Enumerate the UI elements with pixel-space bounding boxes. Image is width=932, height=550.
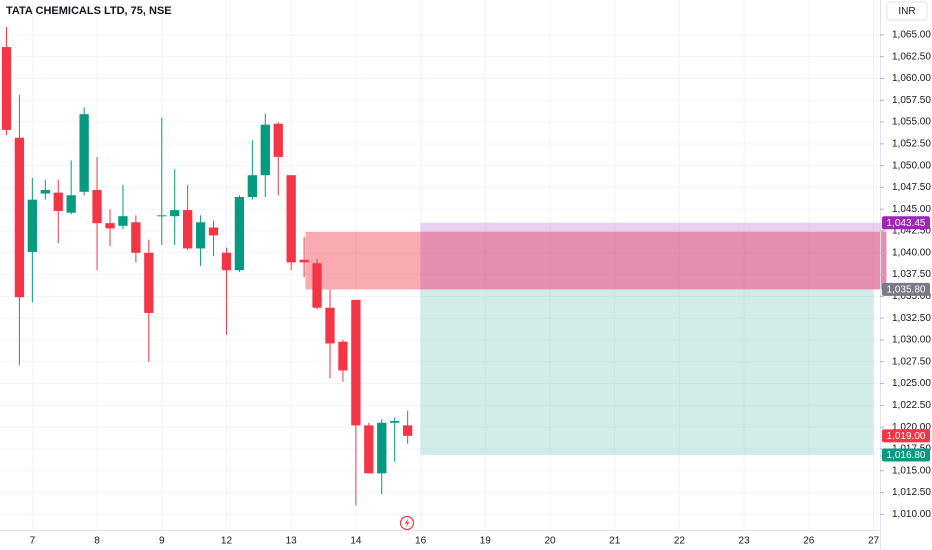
y-tick-label: 1,065.00	[892, 30, 931, 41]
price-label: 1,019.00	[887, 431, 926, 442]
plot-area	[0, 0, 887, 530]
candle-body	[27, 199, 38, 252]
x-tick-label: 9	[159, 536, 165, 547]
x-tick-label: 7	[30, 536, 36, 547]
replay-icon[interactable]	[399, 515, 415, 531]
candle-body	[351, 299, 361, 426]
candle-body	[66, 195, 76, 213]
y-tick-label: 1,035.00	[892, 291, 931, 302]
candle-body	[40, 190, 50, 194]
x-tick-label: 14	[350, 536, 362, 547]
x-tick-label: 19	[480, 536, 492, 547]
price-label: 1,016.80	[887, 450, 926, 461]
y-tick-label: 1,030.00	[892, 335, 931, 346]
currency-box[interactable]	[886, 1, 928, 21]
y-tick-label: 1,057.50	[892, 95, 931, 106]
candle-body	[299, 259, 309, 263]
position-zone	[420, 222, 887, 290]
price-label-box	[882, 429, 930, 443]
y-tick-label: 1,062.50	[892, 51, 931, 62]
price-label: 1,035.80	[887, 285, 926, 296]
currency[interactable]: INR	[898, 6, 915, 17]
candle-body	[208, 227, 219, 236]
candle-body	[14, 137, 25, 298]
y-tick-label: 1,027.50	[892, 356, 931, 367]
candle-body	[312, 263, 322, 308]
candle-body	[79, 114, 89, 192]
x-tick-label: 21	[609, 536, 621, 547]
x-tick-label: 20	[544, 536, 556, 547]
candle-body	[402, 425, 413, 436]
price-label-box	[882, 282, 930, 296]
candle-body	[247, 175, 258, 198]
candle-body	[1, 47, 12, 130]
candle-body	[92, 190, 102, 224]
x-tick-label: 13	[286, 536, 298, 547]
y-tick-label: 1,045.00	[892, 204, 931, 215]
candle-body	[377, 422, 387, 474]
candle-body	[144, 252, 154, 313]
y-tick-label: 1,025.00	[892, 378, 931, 389]
x-tick-label: 12	[221, 536, 233, 547]
position-zone	[305, 231, 887, 290]
candle-body	[390, 421, 400, 423]
candle-body	[286, 175, 296, 263]
candle-body	[325, 307, 335, 344]
candle-body	[338, 341, 348, 371]
y-tick-label: 1,055.00	[892, 117, 931, 128]
price-label: 1,043.45	[887, 218, 926, 229]
chart-title: TATA CHEMICALS LTD, 75, NSE	[6, 5, 172, 17]
x-tick-label: 23	[739, 536, 751, 547]
y-tick-label: 1,040.00	[892, 247, 931, 258]
y-tick-label: 1,047.50	[892, 182, 931, 193]
x-tick-label: 22	[674, 536, 686, 547]
x-tick-label: 8	[94, 536, 100, 547]
y-tick-label: 1,032.50	[892, 313, 931, 324]
candle-body	[364, 425, 374, 474]
candle-body	[221, 252, 232, 271]
candle-body	[157, 215, 167, 217]
price-label-box	[882, 448, 930, 462]
candle-body	[273, 123, 283, 157]
candle-body	[234, 197, 245, 271]
y-tick-label: 1,042.50	[892, 226, 931, 237]
y-tick-label: 1,010.00	[892, 509, 931, 520]
candle-body	[105, 223, 115, 229]
y-tick-label: 1,012.50	[892, 487, 931, 498]
candle-body	[260, 124, 270, 176]
position-zone	[420, 289, 874, 456]
y-tick-label: 1,052.50	[892, 138, 931, 149]
candle-body	[53, 192, 63, 211]
y-tick-label: 1,015.00	[892, 465, 931, 476]
candle-body	[118, 216, 128, 226]
price-label-box	[882, 216, 930, 230]
y-tick-label: 1,020.00	[892, 422, 931, 433]
candle-body	[195, 222, 206, 249]
y-tick-label: 1,022.50	[892, 400, 931, 411]
candle-body	[182, 210, 193, 249]
x-tick-label: 27	[868, 536, 880, 547]
y-tick-label: 1,037.50	[892, 269, 931, 280]
x-tick-label: 16	[415, 536, 427, 547]
candle-body	[170, 210, 180, 217]
y-tick-label: 1,050.00	[892, 160, 931, 171]
y-tick-label: 1,060.00	[892, 73, 931, 84]
candle-body	[131, 222, 141, 253]
x-tick-label: 26	[803, 536, 815, 547]
